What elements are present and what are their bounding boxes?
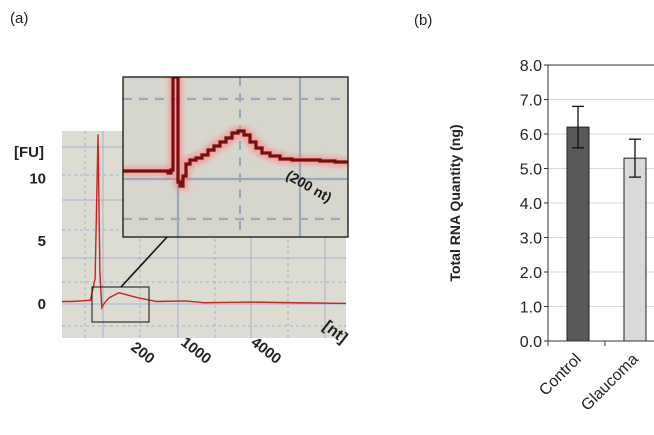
bar-chart-y-tick-label: 3.0: [520, 231, 542, 248]
zoom-inset-frame: [122, 76, 349, 238]
electropherogram-trace: [62, 134, 346, 311]
electropherogram-y-tick-label: 0: [38, 296, 46, 313]
electropherogram-y-tick-label: 10: [29, 170, 46, 187]
bar-chart-category-label: Glaucoma: [578, 351, 642, 415]
bar-chart-y-tick-label: 1.0: [520, 300, 542, 317]
electropherogram-y-tick-label: 5: [38, 233, 46, 250]
bar-chart-y-tick-label: 6.0: [520, 127, 542, 144]
bar-chart-y-tick-label: 7.0: [520, 93, 542, 110]
bar-chart-y-tick-label: 0.0: [520, 334, 542, 351]
zoom-region-box: [91, 286, 150, 323]
electropherogram-x-ticks: 200 1000 4000: [128, 334, 285, 368]
electropherogram-x-tick-label: 4000: [248, 334, 285, 368]
bar-chart-error-bars: [572, 105, 641, 178]
bar-control: [566, 126, 590, 342]
panel-b-label: (b): [414, 12, 433, 29]
bar-chart-y-tick-label: 4.0: [520, 196, 542, 213]
bar-glaucoma: [623, 157, 647, 342]
zoom-inset: (200 nt): [122, 76, 349, 238]
bar-chart-category-label: Control: [536, 351, 584, 399]
bar-chart-y-ticks: 0.0 1.0 2.0 3.0 4.0 5.0 6.0 7.0 8.0: [520, 58, 548, 351]
electropherogram-x-tick-label: 1000: [178, 334, 215, 368]
electropherogram-y-ticks: 0 5 10: [29, 170, 46, 313]
electropherogram-y-axis-label: [FU]: [14, 144, 44, 161]
bar-chart-y-tick-label: 8.0: [520, 58, 542, 75]
zoom-inset-trace: [123, 77, 348, 188]
zoom-connector-line: [120, 235, 169, 288]
bar-chart-y-tick-label: 2.0: [520, 265, 542, 282]
bar-chart-y-axis-label: Total RNA Quantity (ng): [447, 124, 463, 281]
rna-bar-chart-panel: 0.0 1.0 2.0 3.0 4.0 5.0 6.0 7.0 8.0 ControlGlauc…: [447, 58, 654, 414]
electropherogram-x-tick-label: 200: [128, 339, 158, 368]
bar-chart-y-tick-label: 5.0: [520, 162, 542, 179]
bar-chart-bars: [566, 126, 647, 342]
panel-a-label: (a): [10, 10, 29, 27]
